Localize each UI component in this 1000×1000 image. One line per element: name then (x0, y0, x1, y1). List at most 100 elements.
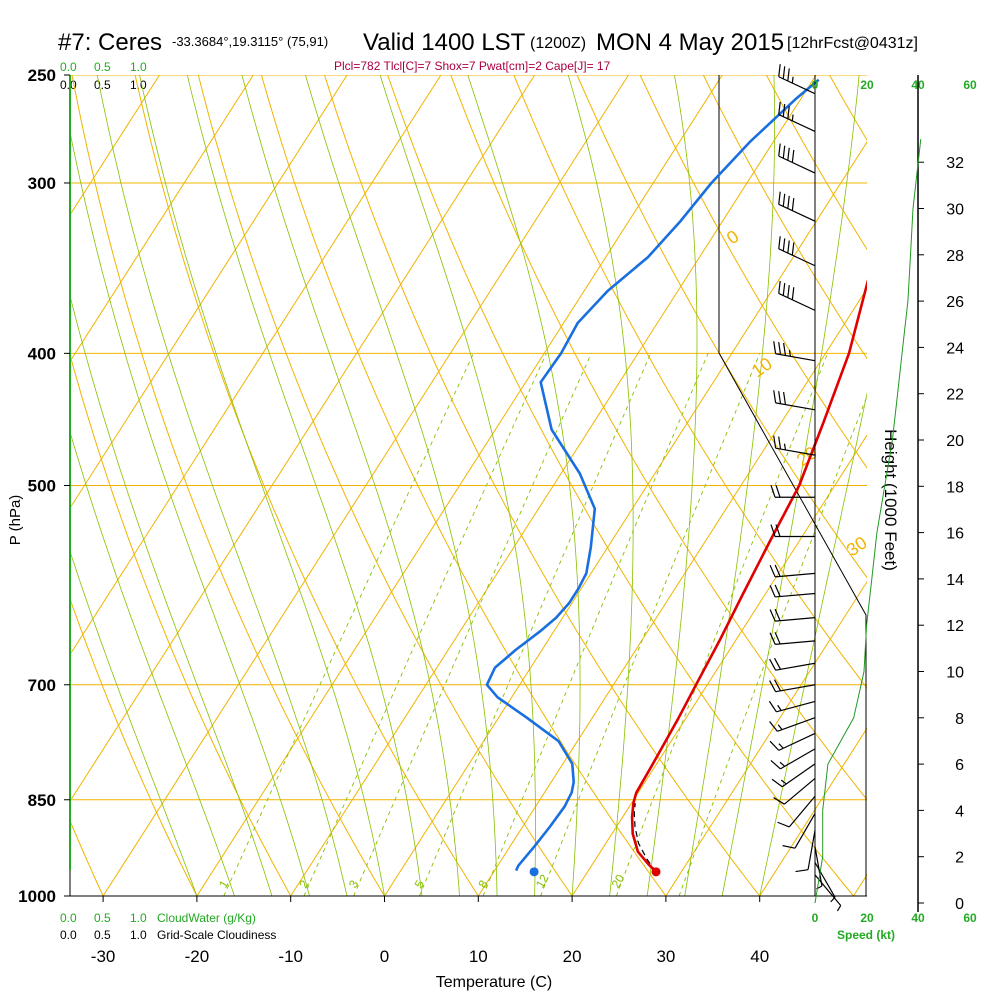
wind-barb (768, 700, 816, 713)
wind-barb (769, 564, 816, 578)
wind-barb-staff (783, 778, 816, 805)
wind-barb-staff (807, 830, 816, 870)
wind-barb-staff (778, 248, 816, 267)
wind-barb (770, 748, 816, 770)
wind-barb-staff (781, 763, 816, 788)
wind-barb-staff (775, 640, 816, 645)
wind-barb-flag (769, 632, 776, 645)
wind-barb-flag (775, 524, 781, 537)
wind-barb-staff (775, 617, 816, 622)
mixing-ratio-line (223, 353, 474, 896)
wind-barb-flag (795, 869, 809, 873)
wind-barb-staff (778, 203, 816, 222)
wind-barb-flag (783, 391, 787, 405)
wind-barb (778, 143, 816, 174)
moist-adiabat (305, 75, 498, 896)
wind-barb-staff (777, 717, 816, 732)
wind-barb-flag (787, 240, 790, 254)
speed-tick-top: 60 (963, 78, 977, 92)
pressure-tick-label: 400 (28, 344, 56, 363)
wind-barb-staff (780, 748, 816, 770)
isotherm (290, 75, 817, 896)
cloudwater-tick-bottom: 1.0 (130, 911, 147, 925)
height-tick-label: 22 (946, 387, 964, 404)
speed-tick-top: 20 (860, 78, 874, 92)
pressure-tick-label: 850 (28, 791, 56, 810)
moist-adiabat (567, 75, 634, 896)
height-tick-label: 10 (946, 665, 964, 682)
wind-barb-flag (773, 435, 777, 449)
dewpoint-line (485, 78, 820, 872)
wind-barb-flag (782, 238, 786, 252)
mixing-ratio-label: 20 (609, 872, 628, 891)
wind-barb (777, 795, 816, 828)
wind-barb-flag (774, 564, 781, 577)
wind-barb-flag (770, 485, 776, 498)
pressure-axis: 250 300 400 500 700 850 1000 (18, 66, 70, 906)
surface-dewpoint-dot (529, 867, 539, 877)
cloudiness-tick-bottom: 1.0 (130, 928, 147, 942)
height-tick-label: 26 (946, 294, 964, 311)
height-tick-label: 14 (946, 572, 964, 589)
height-tick-label: 12 (946, 618, 964, 635)
zulu-time: (1200Z) (530, 35, 586, 52)
moist-adiabat (759, 392, 867, 896)
wind-barb (778, 280, 816, 311)
wind-barb-half-flag (777, 704, 782, 711)
station-title: #7: Ceres (58, 29, 162, 56)
height-tick-label: 8 (955, 711, 964, 728)
temperature-tick-label: -10 (278, 947, 303, 966)
wind-barb-flag (770, 760, 781, 770)
wind-barb (769, 584, 816, 598)
isotherm (70, 75, 254, 363)
wind-barb-flag (791, 242, 795, 256)
temperature-line (630, 279, 867, 873)
dry-adiabat (134, 75, 479, 896)
wind-barb-flag (773, 390, 777, 403)
wind-barb-staff (778, 76, 816, 95)
wind-barb-half-flag (778, 743, 784, 749)
wind-barb (770, 485, 815, 498)
isotherm (384, 141, 867, 896)
wind-barb (770, 524, 815, 538)
dry-adiabat (70, 353, 292, 896)
sounding-params: Plcl=782 Tlcl[C]=7 Shox=7 Pwat[cm]=2 Cap… (334, 59, 611, 73)
wind-barb-flag (778, 143, 781, 157)
height-tick-label: 20 (946, 433, 964, 450)
wind-barb-staff (788, 795, 816, 828)
wind-barb-flag (774, 584, 781, 597)
dry-adiabat (639, 75, 867, 469)
wind-barb-flag (787, 195, 790, 209)
wind-barb-flag (774, 608, 781, 621)
moist-adiabat (684, 75, 775, 896)
wind-barb-flag (774, 632, 781, 645)
wind-barb-flag (770, 524, 776, 537)
wind-barb (773, 390, 816, 411)
wind-barb (778, 236, 816, 267)
cloudiness-tick-top: 0.0 (60, 78, 77, 92)
wind-barb-flag (769, 721, 778, 732)
wind-barb-flag (769, 658, 777, 671)
height-tick-label: 16 (946, 526, 964, 543)
wind-barbs (768, 64, 842, 912)
wind-barb-flag (778, 280, 781, 294)
wind-barb-flag (773, 657, 782, 670)
wind-barb (782, 813, 816, 849)
cloudwater-tick-bottom: 0.5 (94, 911, 111, 925)
dry-adiabat (513, 75, 867, 689)
profiles (485, 78, 867, 877)
mixing-ratio-line (353, 353, 592, 896)
height-tick-label: 18 (946, 479, 964, 496)
speed-tick-bottom: 60 (963, 911, 977, 925)
isotherm (759, 727, 867, 896)
isotherm (102, 75, 629, 896)
moist-adiabat (646, 75, 698, 896)
cloudiness-tick-top: 0.5 (94, 78, 111, 92)
temperature-axis-label: Temperature (C) (436, 974, 552, 991)
moist-adiabat (186, 75, 423, 896)
pressure-tick-label: 300 (28, 174, 56, 193)
wind-barb-staff (778, 113, 816, 132)
wind-barb-half-flag (779, 761, 786, 767)
